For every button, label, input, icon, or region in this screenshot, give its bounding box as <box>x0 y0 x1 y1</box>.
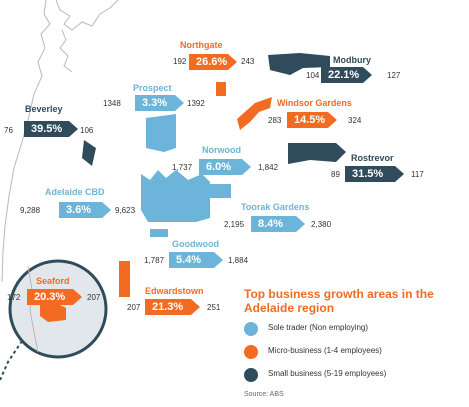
small-business-swatch <box>244 368 258 382</box>
beverley-to: 106 <box>80 126 94 135</box>
rostrevor-from: 89 <box>331 170 340 179</box>
norwood-from: 1,737 <box>172 163 193 172</box>
rostrevor-label: Rostrevor <box>351 153 394 163</box>
source-note: Source: ABS <box>244 391 284 398</box>
goodwood-from: 1,787 <box>144 256 165 265</box>
beverley-label: Beverley <box>25 104 63 114</box>
rostrevor-shape <box>288 143 346 164</box>
windsor-gardens-from: 283 <box>268 116 282 125</box>
northgate-to: 243 <box>241 57 255 66</box>
windsor-gardens-shape <box>237 97 272 130</box>
seaford-shape <box>40 303 66 322</box>
northgate-from: 192 <box>173 57 187 66</box>
edwardstown-from: 207 <box>127 303 141 312</box>
toorak-gardens-to: 2,380 <box>311 220 332 229</box>
toorak-gardens-label: Toorak Gardens <box>241 202 310 212</box>
windsor-gardens-label: Windsor Gardens <box>277 98 352 108</box>
goodwood-growth-arrow: 5.4% <box>169 252 223 268</box>
modbury-from: 104 <box>306 71 320 80</box>
toorak-gardens-from: 2,195 <box>224 220 245 229</box>
windsor-gardens-growth-arrow: 14.5% <box>287 112 337 128</box>
goodwood-label: Goodwood <box>172 239 219 249</box>
seaford-coastline <box>27 265 39 353</box>
inset-pointer <box>0 340 23 381</box>
adelaide-cbd-growth-arrow: 3.6% <box>59 202 111 218</box>
modbury-shape <box>268 53 330 75</box>
beverley-from: 76 <box>4 126 13 135</box>
rostrevor-to: 117 <box>411 170 424 179</box>
windsor-gardens-to: 324 <box>348 116 362 125</box>
legend-label-sole-trader: Sole trader (Non employing) <box>268 323 369 332</box>
prospect-to: 1392 <box>187 99 205 108</box>
legend-label-micro-business: Micro-business (1-4 employees) <box>268 346 382 355</box>
goodwood-shape <box>150 229 168 237</box>
adelaide-cbd-label: Adelaide CBD <box>45 187 105 197</box>
norwood-label: Norwood <box>202 145 241 155</box>
seaford-to: 207 <box>87 293 101 302</box>
goodwood-to: 1,884 <box>228 256 249 265</box>
legend-label-small-business: Small business (5-19 employees) <box>268 369 387 378</box>
adelaide-cbd-to: 9,623 <box>115 206 136 215</box>
toorak-gardens-growth-arrow: 8.4% <box>251 216 305 232</box>
adelaide-cbd-from: 9,288 <box>20 206 41 215</box>
coastline-inlet <box>55 0 119 31</box>
beverley-growth-arrow: 39.5% <box>24 121 78 137</box>
modbury-growth-arrow: 22.1% <box>321 67 372 83</box>
seaford-label: Seaford <box>36 276 70 286</box>
micro-business-swatch <box>244 345 258 359</box>
rostrevor-growth-arrow: 31.5% <box>345 166 404 182</box>
prospect-shape <box>146 114 176 152</box>
modbury-to: 127 <box>387 71 401 80</box>
edwardstown-to: 251 <box>207 303 221 312</box>
coastline <box>1 0 51 283</box>
modbury-label: Modbury <box>333 55 371 65</box>
northgate-shape <box>216 82 226 96</box>
northgate-label: Northgate <box>180 40 223 50</box>
legend-title: Top business growth areas in the Adelaid… <box>244 287 434 315</box>
norwood-growth-arrow: 6.0% <box>199 159 251 175</box>
coastline-inlet-2 <box>59 29 73 73</box>
prospect-growth-arrow: 3.3% <box>135 95 184 111</box>
edwardstown-growth-arrow: 21.3% <box>145 299 200 315</box>
northgate-growth-arrow: 26.6% <box>189 54 237 70</box>
seaford-growth-arrow: 20.3% <box>27 289 82 305</box>
beverley-shape <box>82 140 96 166</box>
norwood-to: 1,842 <box>258 163 279 172</box>
prospect-from: 1348 <box>103 99 121 108</box>
sole-trader-swatch <box>244 322 258 336</box>
edwardstown-shape <box>119 261 130 297</box>
edwardstown-label: Edwardstown <box>145 286 204 296</box>
seaford-from: 172 <box>7 293 21 302</box>
toorak-gardens-shape <box>207 184 231 198</box>
prospect-label: Prospect <box>133 83 172 93</box>
adelaide-cbd-shape <box>141 170 210 222</box>
